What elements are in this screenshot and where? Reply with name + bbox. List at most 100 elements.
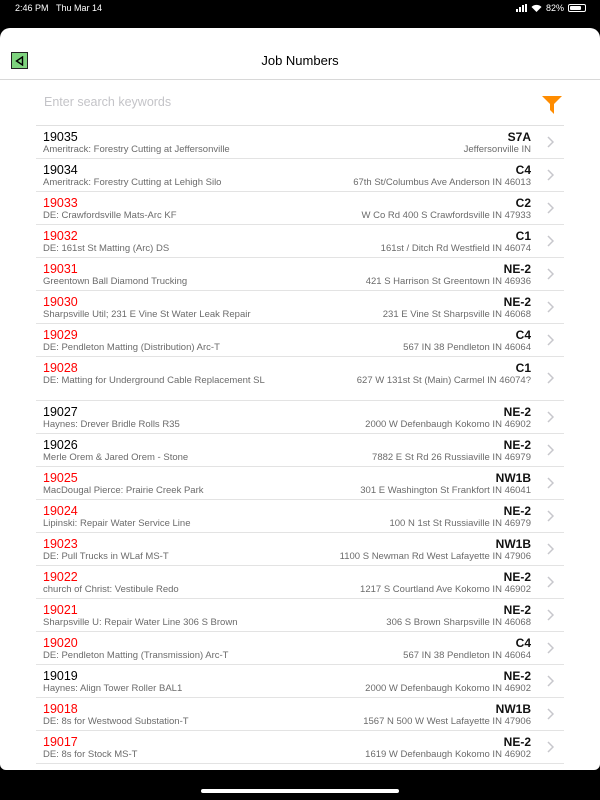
chevron-right-icon [547, 576, 554, 588]
job-address: Jeffersonville IN [463, 144, 531, 155]
home-indicator[interactable] [201, 789, 399, 793]
job-number: 19034 [43, 163, 78, 177]
job-code: NW1B [495, 702, 531, 716]
date-text: Thu Mar 14 [56, 3, 103, 13]
job-address: 100 N 1st St Russiaville IN 46979 [389, 518, 531, 529]
table-row[interactable]: 19027 Haynes: Drever Bridle Rolls R35 NE-2… [36, 401, 564, 434]
battery-icon [568, 4, 586, 12]
job-code: C1 [515, 361, 531, 375]
job-list: 19035 Ameritrack: Forestry Cutting at Jef… [36, 126, 564, 764]
job-code: NE-2 [503, 570, 531, 584]
job-description: MacDougal Pierce: Prairie Creek Park [43, 485, 204, 496]
job-address: 2000 W Defenbaugh Kokomo IN 46902 [365, 419, 531, 430]
job-address: 627 W 131st St (Main) Carmel IN 46074? [356, 375, 531, 386]
wifi-icon [531, 4, 542, 12]
job-number: 19019 [43, 669, 78, 683]
table-row[interactable]: 19032 DE: 161st St Matting (Arc) DS C1 161s… [36, 225, 564, 258]
job-code: NE-2 [503, 262, 531, 276]
back-button[interactable] [11, 52, 28, 69]
table-row[interactable]: 19018 DE: 8s for Westwood Substation-T NW1… [36, 698, 564, 731]
table-row[interactable]: 19024 Lipinski: Repair Water Service Line… [36, 500, 564, 533]
table-row[interactable]: 19031 Greentown Ball Diamond Trucking NE-2… [36, 258, 564, 291]
signal-icon [515, 4, 527, 12]
job-address: 2000 W Defenbaugh Kokomo IN 46902 [365, 683, 531, 694]
job-code: C4 [515, 163, 531, 177]
job-number: 19029 [43, 328, 78, 342]
table-row[interactable]: 19025 MacDougal Pierce: Prairie Creek Par… [36, 467, 564, 500]
status-indicators: 82% [515, 3, 586, 13]
job-description: Lipinski: Repair Water Service Line [43, 518, 191, 529]
status-bar: 2:46 PM Thu Mar 14 82% [0, 0, 600, 28]
job-number: 19026 [43, 438, 78, 452]
job-description: church of Christ: Vestibule Redo [43, 584, 179, 595]
job-address: 67th St/Columbus Ave Anderson IN 46013 [353, 177, 531, 188]
table-row[interactable]: 19035 Ameritrack: Forestry Cutting at Jef… [36, 126, 564, 159]
job-code: NE-2 [503, 504, 531, 518]
job-address: 567 IN 38 Pendleton IN 46064 [403, 650, 531, 661]
job-number: 19032 [43, 229, 78, 243]
table-row[interactable]: 19017 DE: 8s for Stock MS-T NE-2 1619 W Def… [36, 731, 564, 764]
job-code: NE-2 [503, 669, 531, 683]
job-number: 19022 [43, 570, 78, 584]
job-description: DE: 8s for Westwood Substation-T [43, 716, 189, 727]
job-code: C1 [515, 229, 531, 243]
job-number: 19018 [43, 702, 78, 716]
job-code: NE-2 [503, 295, 531, 309]
funnel-icon[interactable] [542, 96, 562, 115]
job-description: DE: Matting for Underground Cable Replac… [43, 375, 265, 386]
chevron-right-icon [547, 235, 554, 247]
table-row[interactable]: 19034 Ameritrack: Forestry Cutting at Leh… [36, 159, 564, 192]
job-number: 19028 [43, 361, 78, 375]
job-code: NW1B [495, 471, 531, 485]
chevron-right-icon [547, 334, 554, 346]
job-number: 19024 [43, 504, 78, 518]
job-description: DE: 8s for Stock MS-T [43, 749, 138, 760]
job-address: 1567 N 500 W West Lafayette IN 47906 [363, 716, 531, 727]
job-address: 161st / Ditch Rd Westfield IN 46074 [380, 243, 531, 254]
battery-percent: 82% [545, 3, 564, 13]
job-code: NE-2 [503, 603, 531, 617]
search-input[interactable] [42, 94, 486, 110]
job-address: 7882 E St Rd 26 Russiaville IN 46979 [372, 452, 531, 463]
job-address: 421 S Harrison St Greentown IN 46936 [365, 276, 531, 287]
job-number: 19027 [43, 405, 78, 419]
job-number: 19021 [43, 603, 78, 617]
job-address: 1217 S Courtland Ave Kokomo IN 46902 [360, 584, 531, 595]
chevron-right-icon [547, 202, 554, 214]
chevron-right-icon [547, 675, 554, 687]
table-row[interactable]: 19019 Haynes: Align Tower Roller BAL1 NE-2… [36, 665, 564, 698]
job-number: 19031 [43, 262, 78, 276]
table-row[interactable]: 19022 church of Christ: Vestibule Redo NE-… [36, 566, 564, 599]
chevron-right-icon [547, 477, 554, 489]
chevron-right-icon [547, 372, 554, 384]
job-address: 1100 S Newman Rd West Lafayette IN 47906 [339, 551, 531, 562]
chevron-right-icon [547, 169, 554, 181]
page-title: Job Numbers [261, 53, 339, 68]
job-code: C2 [515, 196, 531, 210]
job-code: NE-2 [503, 405, 531, 419]
chevron-right-icon [547, 136, 554, 148]
job-address: 306 S Brown Sharpsville IN 46068 [386, 617, 531, 628]
table-row[interactable]: 19030 Sharpsville Util; 231 E Vine St Wat… [36, 291, 564, 324]
job-number: 19033 [43, 196, 78, 210]
job-number: 19020 [43, 636, 78, 650]
job-description: DE: Pendleton Matting (Distribution) Arc… [43, 342, 220, 353]
table-row[interactable]: 19023 DE: Pull Trucks in WLaf MS-T NW1B 110… [36, 533, 564, 566]
table-row[interactable]: 19021 Sharpsville U: Repair Water Line 30… [36, 599, 564, 632]
job-description: Ameritrack: Forestry Cutting at Jefferso… [43, 144, 230, 155]
table-row[interactable]: 19029 DE: Pendleton Matting (Distribution… [36, 324, 564, 357]
chevron-right-icon [547, 741, 554, 753]
job-description: Greentown Ball Diamond Trucking [43, 276, 188, 287]
table-row[interactable]: 19028 DE: Matting for Underground Cable R… [36, 357, 564, 401]
job-description: DE: Pull Trucks in WLaf MS-T [43, 551, 169, 562]
table-row[interactable]: 19020 DE: Pendleton Matting (Transmission… [36, 632, 564, 665]
job-description: Sharpsville U: Repair Water Line 306 S B… [43, 617, 238, 628]
time-text: 2:46 PM [15, 3, 49, 13]
job-description: Ameritrack: Forestry Cutting at Lehigh S… [43, 177, 222, 188]
job-description: Haynes: Drever Bridle Rolls R35 [43, 419, 180, 430]
chevron-right-icon [547, 444, 554, 456]
chevron-right-icon [547, 268, 554, 280]
table-row[interactable]: 19026 Merle Orem & Jared Orem - Stone NE-2… [36, 434, 564, 467]
table-row[interactable]: 19033 DE: Crawfordsville Mats-Arc KF C2 W C… [36, 192, 564, 225]
